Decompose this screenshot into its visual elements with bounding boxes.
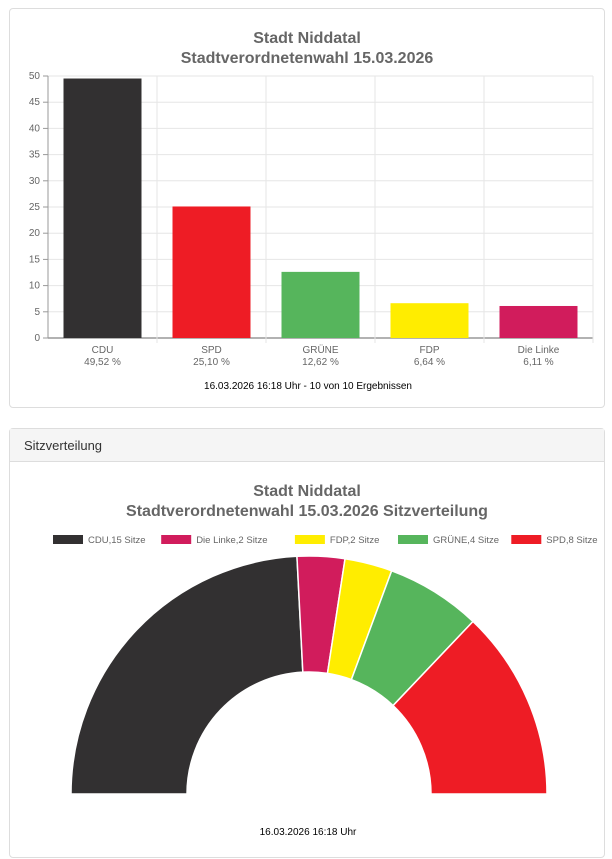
legend-swatch xyxy=(398,535,428,544)
legend-label: GRÜNE,4 Sitze xyxy=(433,535,499,546)
y-tick-label: 15 xyxy=(29,254,41,265)
data-label: 6,64 % xyxy=(414,357,445,368)
legend-label: Die Linke,2 Sitze xyxy=(196,535,267,546)
data-label: 12,62 % xyxy=(302,357,339,368)
y-tick-label: 10 xyxy=(29,281,41,292)
chart-title-line2: Stadtverordnetenwahl 15.03.2026 xyxy=(180,50,434,67)
seat-segment-cdu xyxy=(70,555,304,795)
bar-die-linke xyxy=(499,305,578,338)
bar-chart-title: Stadt Niddatal Stadtverordnetenwahl 15.0… xyxy=(10,29,604,69)
chart-footer: 16.03.2026 16:18 Uhr - 10 von 10 Ergebni… xyxy=(204,381,412,392)
y-tick-label: 25 xyxy=(29,202,41,213)
y-tick-label: 40 xyxy=(29,123,41,134)
data-label: 25,10 % xyxy=(193,357,230,368)
x-tick-label: FDP xyxy=(420,345,440,356)
data-label: 6,11 % xyxy=(523,357,553,368)
x-tick-label: Die Linke xyxy=(518,345,560,356)
bar-fdp xyxy=(390,303,469,338)
seat-panel: Sitzverteilung Stadt Niddatal Stadtveror… xyxy=(9,428,605,858)
chart-title-line1: Stadt Niddatal xyxy=(253,30,361,47)
data-label: 49,52 % xyxy=(84,357,121,368)
y-tick-label: 35 xyxy=(29,150,41,161)
legend-label: FDP,2 Sitze xyxy=(330,535,379,546)
y-tick-label: 45 xyxy=(29,97,41,108)
x-tick-label: CDU xyxy=(92,345,114,356)
chart-footer: 16.03.2026 16:18 Uhr xyxy=(260,827,357,838)
chart-title-line2: Stadtverordnetenwahl 15.03.2026 Sitzvert… xyxy=(126,503,488,520)
legend-label: SPD,8 Sitze xyxy=(546,535,597,546)
panel-header: Sitzverteilung xyxy=(10,429,604,462)
seat-chart-title: Stadt Niddatal Stadtverordnetenwahl 15.0… xyxy=(10,482,604,522)
y-tick-label: 50 xyxy=(29,71,41,82)
bar-grüne xyxy=(281,271,360,338)
y-tick-label: 20 xyxy=(29,228,41,239)
y-tick-label: 0 xyxy=(34,333,40,344)
y-tick-label: 30 xyxy=(29,176,41,187)
results-panel: Stadt Niddatal Stadtverordnetenwahl 15.0… xyxy=(9,8,605,408)
legend-label: CDU,15 Sitze xyxy=(88,535,146,546)
legend-swatch xyxy=(294,535,325,544)
x-tick-label: GRÜNE xyxy=(302,344,338,356)
bar-cdu xyxy=(63,78,142,338)
legend-swatch xyxy=(511,535,542,544)
chart-title-line1: Stadt Niddatal xyxy=(253,483,361,500)
y-tick-label: 5 xyxy=(34,307,40,318)
legend-swatch xyxy=(161,535,192,544)
x-tick-label: SPD xyxy=(201,345,222,356)
legend-swatch xyxy=(53,535,83,544)
bar-spd xyxy=(172,206,251,338)
seat-chart: CDU,15 Sitze Die Linke,2 Sitze FDP,2 Sitze… xyxy=(53,535,598,838)
seat-segment-spd xyxy=(391,620,548,795)
